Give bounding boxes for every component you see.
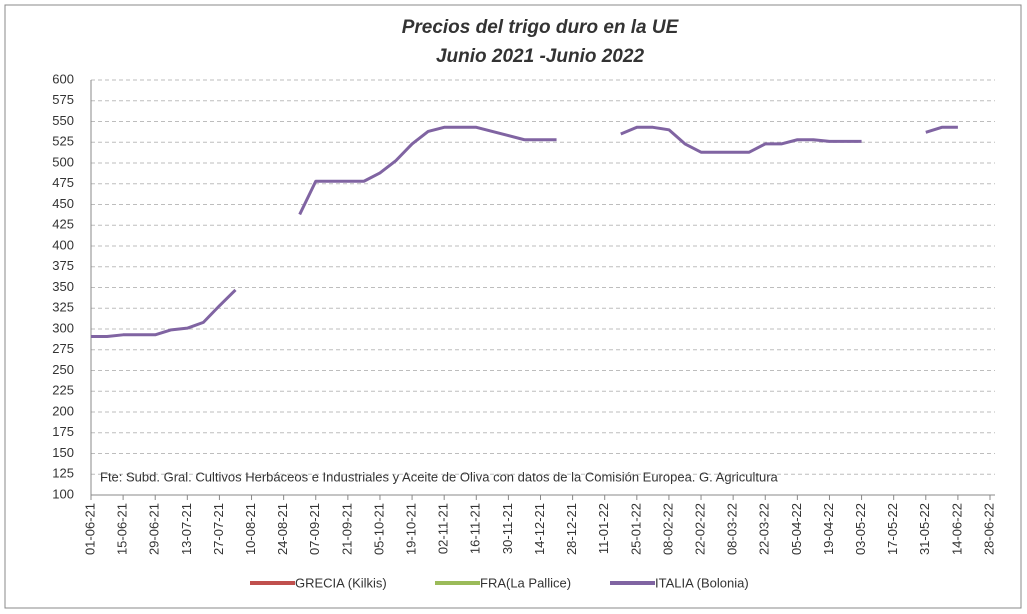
y-tick-label: 450 xyxy=(52,196,74,211)
x-tick-label: 08-02-22 xyxy=(660,503,675,555)
x-tick-label: 19-10-21 xyxy=(404,503,419,555)
x-tick-label: 01-06-21 xyxy=(82,503,97,555)
series-line xyxy=(91,288,237,338)
x-tick-label: 28-12-21 xyxy=(564,503,579,555)
x-tick-label: 24-08-21 xyxy=(275,503,290,555)
x-tick-label: 15-06-21 xyxy=(115,503,130,555)
annotation: Fte: Subd. Gral. Cultivos Herbáceos e In… xyxy=(100,469,779,484)
x-tick-label: 29-06-21 xyxy=(147,503,162,555)
x-tick-label: 19-04-22 xyxy=(821,503,836,555)
x-tick-label: 08-03-22 xyxy=(725,503,740,555)
legend-label: FRA(La Pallice) xyxy=(480,575,571,590)
x-tick-label: 30-11-21 xyxy=(500,503,515,554)
y-tick-label: 175 xyxy=(52,424,74,439)
x-tick-label: 05-10-21 xyxy=(371,503,386,555)
legend-label: GRECIA (Kilkis) xyxy=(295,575,387,590)
x-tick-label: 13-07-21 xyxy=(179,503,194,555)
y-tick-label: 500 xyxy=(52,154,74,169)
x-tick-label: 16-11-21 xyxy=(468,503,483,554)
x-tick-label: 11-01-22 xyxy=(596,503,611,554)
y-tick-label: 300 xyxy=(52,320,74,335)
y-tick-label: 475 xyxy=(52,175,74,190)
y-tick-label: 600 xyxy=(52,71,74,86)
y-tick-label: 350 xyxy=(52,279,74,294)
chart-border xyxy=(4,4,1022,609)
x-tick-label: 22-03-22 xyxy=(757,503,772,555)
y-tick-label: 325 xyxy=(52,300,74,315)
y-tick-label: 100 xyxy=(52,486,74,501)
y-tick-label: 200 xyxy=(52,403,74,418)
series-line xyxy=(620,125,862,154)
x-tick-label: 27-07-21 xyxy=(211,503,226,555)
y-tick-label: 125 xyxy=(52,466,74,481)
chart-title: Precios del trigo duro en la UE xyxy=(402,17,680,38)
series-line xyxy=(925,125,958,134)
x-tick-label: 07-09-21 xyxy=(307,503,322,555)
x-tick-label: 31-05-22 xyxy=(917,503,932,555)
x-tick-label: 14-06-22 xyxy=(949,503,964,555)
x-tick-label: 28-06-22 xyxy=(981,503,996,555)
legend-label: ITALIA (Bolonia) xyxy=(655,575,749,590)
y-tick-label: 400 xyxy=(52,237,74,252)
x-tick-label: 03-05-22 xyxy=(853,503,868,555)
y-tick-label: 575 xyxy=(52,92,74,107)
x-tick-label: 05-04-22 xyxy=(789,503,804,555)
x-tick-label: 14-12-21 xyxy=(532,503,547,555)
y-tick-label: 425 xyxy=(52,217,74,232)
y-tick-label: 150 xyxy=(52,445,74,460)
x-tick-label: 25-01-22 xyxy=(628,503,643,555)
x-tick-label: 22-02-22 xyxy=(692,503,707,555)
x-tick-label: 02-11-21 xyxy=(436,503,451,554)
chart-subtitle: Junio 2021 -Junio 2022 xyxy=(436,46,644,67)
x-tick-label: 17-05-22 xyxy=(885,503,900,555)
series-line xyxy=(298,125,557,216)
y-tick-label: 375 xyxy=(52,258,74,273)
y-tick-label: 275 xyxy=(52,341,74,356)
y-tick-label: 250 xyxy=(52,362,74,377)
y-tick-label: 525 xyxy=(52,134,74,149)
y-tick-label: 550 xyxy=(52,113,74,128)
x-tick-label: 21-09-21 xyxy=(339,503,354,555)
y-tick-label: 225 xyxy=(52,383,74,398)
x-tick-label: 10-08-21 xyxy=(243,503,258,555)
